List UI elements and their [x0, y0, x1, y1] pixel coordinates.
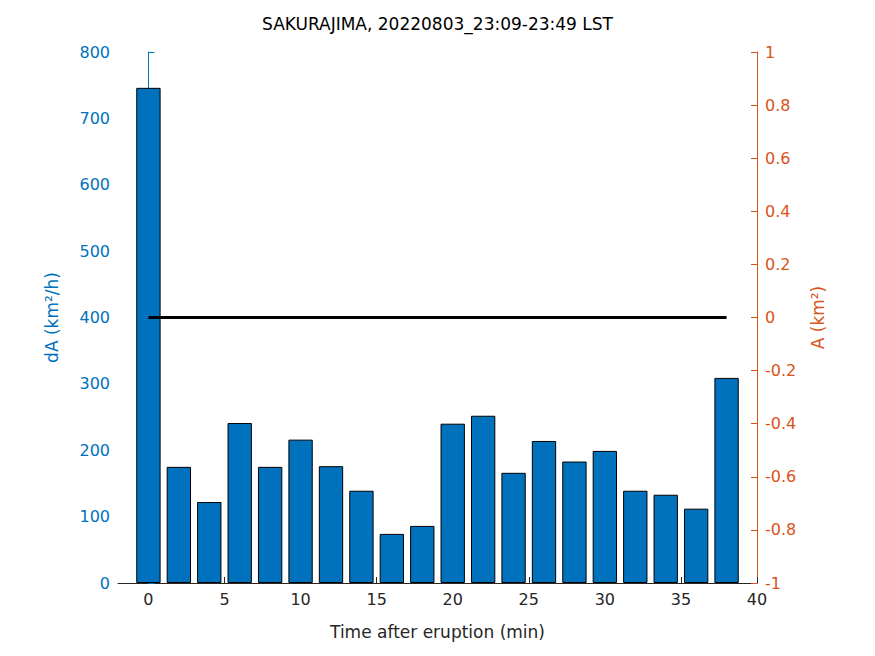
- svg-text:600: 600: [79, 175, 110, 194]
- svg-text:0: 0: [100, 574, 110, 593]
- svg-text:-1: -1: [765, 574, 781, 593]
- svg-text:25: 25: [519, 590, 539, 609]
- svg-text:5: 5: [219, 590, 229, 609]
- svg-text:700: 700: [79, 109, 110, 128]
- svg-text:30: 30: [595, 590, 615, 609]
- svg-text:0: 0: [143, 590, 153, 609]
- svg-text:-0.6: -0.6: [765, 467, 796, 486]
- svg-text:35: 35: [671, 590, 691, 609]
- svg-text:dA (km²/h): dA (km²/h): [42, 272, 62, 363]
- svg-text:0.8: 0.8: [765, 96, 790, 115]
- svg-text:SAKURAJIMA, 20220803_23:09-23:: SAKURAJIMA, 20220803_23:09-23:49 LST: [262, 14, 614, 35]
- svg-text:0.2: 0.2: [765, 255, 790, 274]
- svg-text:0.6: 0.6: [765, 149, 790, 168]
- svg-text:-0.8: -0.8: [765, 520, 796, 539]
- svg-text:1: 1: [765, 43, 775, 62]
- svg-text:300: 300: [79, 374, 110, 393]
- svg-text:-0.4: -0.4: [765, 414, 796, 433]
- svg-text:15: 15: [366, 590, 386, 609]
- svg-text:100: 100: [79, 507, 110, 526]
- svg-text:200: 200: [79, 441, 110, 460]
- svg-text:400: 400: [79, 308, 110, 327]
- svg-text:10: 10: [290, 590, 310, 609]
- svg-text:500: 500: [79, 242, 110, 261]
- svg-text:20: 20: [443, 590, 463, 609]
- svg-text:A (km²): A (km²): [808, 286, 828, 350]
- svg-text:Time after eruption (min): Time after eruption (min): [329, 622, 545, 642]
- svg-text:0: 0: [765, 308, 775, 327]
- svg-text:0.4: 0.4: [765, 202, 790, 221]
- svg-text:40: 40: [747, 590, 767, 609]
- svg-text:-0.2: -0.2: [765, 361, 796, 380]
- svg-text:800: 800: [79, 43, 110, 62]
